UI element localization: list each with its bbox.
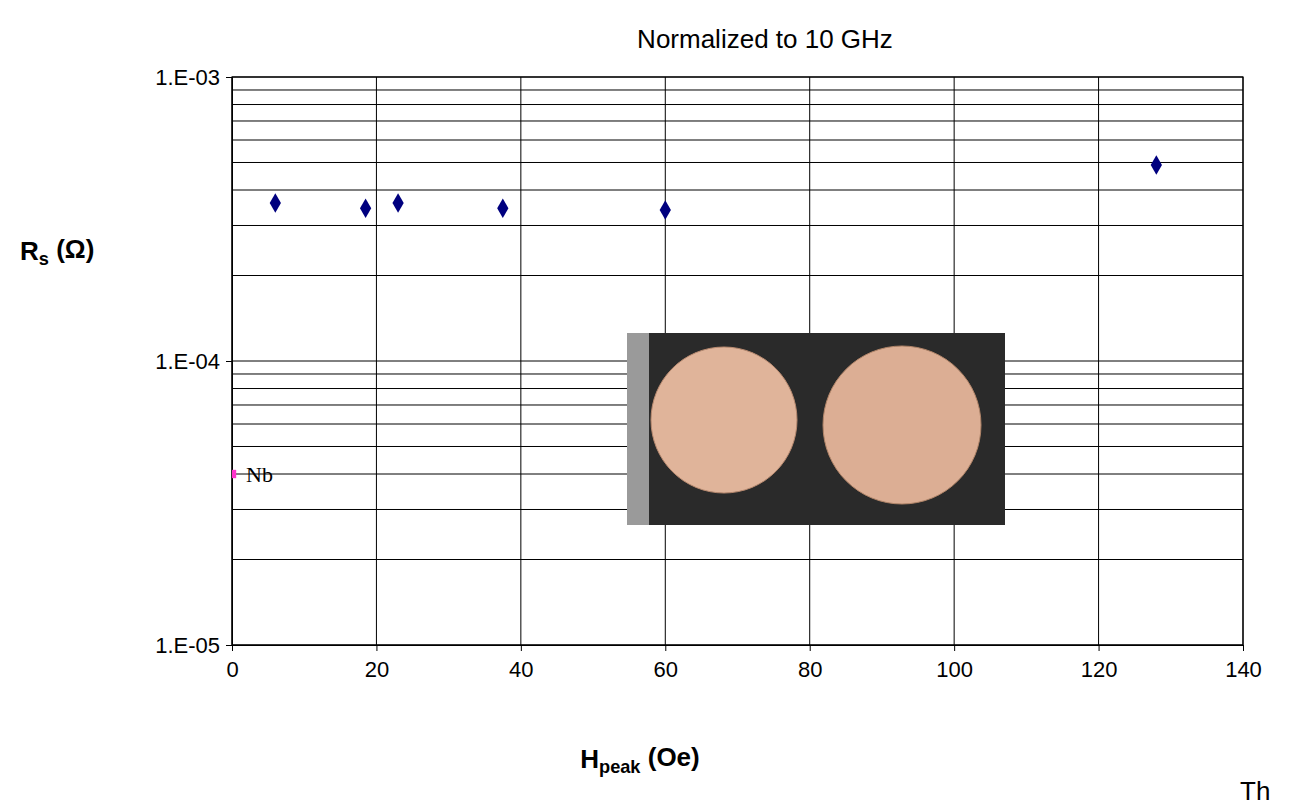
photo-background [627, 333, 1005, 525]
data-point [232, 470, 236, 478]
annotation: Th [1240, 776, 1270, 806]
data-point [497, 198, 508, 218]
x-axis-title: Hpeak (Oe) [580, 742, 699, 778]
data-point [270, 193, 281, 213]
x-tick: 60 [654, 645, 678, 682]
y-axis-title: Rs (Ω) [20, 234, 94, 270]
y-axis-line [226, 78, 233, 646]
x-tick: 140 [1225, 645, 1262, 682]
x-tick-label: 140 [1225, 657, 1262, 682]
x-tick-mark [665, 645, 666, 651]
x-tick-mark [954, 645, 955, 651]
y-tick-mark [226, 645, 232, 646]
y-tick-mark [226, 361, 232, 362]
x-tick-label: 40 [509, 657, 533, 682]
marks [232, 155, 1162, 478]
minor-grid-line [232, 190, 1243, 191]
x-tick: 0 [226, 645, 238, 682]
x-tick-mark [810, 645, 811, 651]
grid-line [1098, 77, 1099, 645]
y-tick: 1.E-03 [155, 65, 232, 90]
y-tick-label: 1.E-05 [155, 633, 220, 658]
minor-grid-line [232, 162, 1243, 163]
x-tick: 80 [798, 645, 822, 682]
point-label: Nb [246, 462, 273, 487]
x-tick-label: 120 [1081, 657, 1118, 682]
x-tick-mark [521, 645, 522, 651]
y-tick-mark [226, 77, 232, 78]
grid-line [520, 77, 521, 645]
data-point [360, 198, 371, 218]
y-tick: 1.E-04 [155, 349, 232, 374]
data-point [1151, 155, 1162, 175]
plot: 0 20 40 60 80 100 120 140 1.E-05 1.E-04 1.E-03 Nb [155, 65, 1262, 682]
x-tick: 100 [936, 645, 973, 682]
minor-grid-line [232, 559, 1243, 560]
x-tick-label: 60 [654, 657, 678, 682]
x-tick: 40 [509, 645, 533, 682]
x-axis-line [233, 646, 1244, 652]
y-tick-label: 1.E-03 [155, 65, 220, 90]
y-axis: 1.E-05 1.E-04 1.E-03 [155, 65, 232, 658]
plot-frame [232, 77, 1243, 645]
photo-edge [627, 333, 649, 525]
y-tick-label: 1.E-04 [155, 349, 220, 374]
x-tick-label: 20 [365, 657, 389, 682]
data-point [660, 200, 671, 220]
x-axis: 0 20 40 60 80 100 120 140 [226, 645, 1261, 682]
grid [232, 77, 1243, 645]
y-tick: 1.E-05 [155, 633, 232, 658]
x-tick: 120 [1081, 645, 1118, 682]
x-tick-mark [376, 645, 377, 651]
x-tick-label: 80 [798, 657, 822, 682]
inset-photo [627, 333, 1005, 525]
minor-grid-line [232, 140, 1243, 141]
photo-disc [651, 347, 797, 493]
minor-grid-line [232, 104, 1243, 105]
grid-line [376, 77, 377, 645]
x-tick-label: 100 [936, 657, 973, 682]
minor-grid-line [232, 225, 1243, 226]
chart: 0 20 40 60 80 100 120 140 1.E-05 1.E-04 1.E-03 Nb No… [0, 0, 1296, 812]
data-point [392, 193, 403, 213]
photo-disc [823, 346, 981, 504]
title: Normalized to 10 GHz [637, 24, 893, 54]
point-labels: Nb [246, 462, 273, 487]
x-tick-label: 0 [226, 657, 238, 682]
x-tick: 20 [365, 645, 389, 682]
x-tick-mark [1243, 645, 1244, 651]
x-tick-mark [1099, 645, 1100, 651]
minor-grid-line [232, 120, 1243, 121]
minor-grid-line [232, 275, 1243, 276]
minor-grid-line [232, 89, 1243, 90]
